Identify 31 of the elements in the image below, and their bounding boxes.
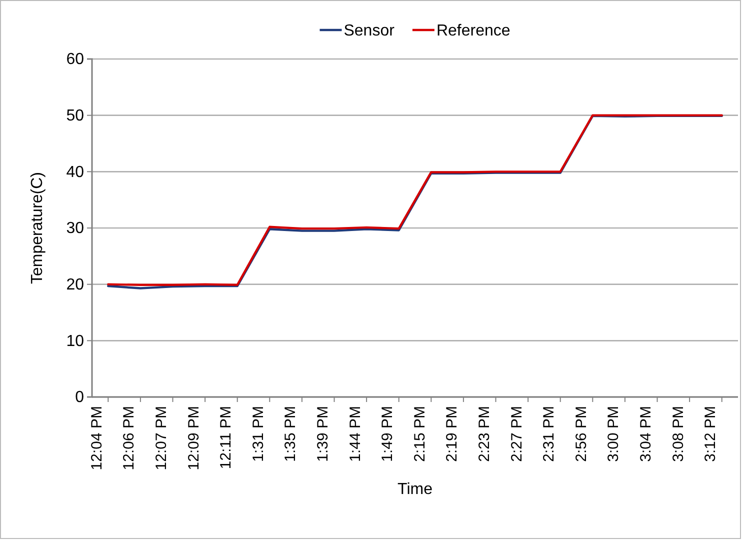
x-tick-label: 1:49 PM bbox=[379, 406, 396, 462]
y-axis-title: Temperature(C) bbox=[29, 172, 46, 284]
x-tick-label: 1:44 PM bbox=[346, 406, 364, 462]
x-tick-label: 12:11 PM bbox=[218, 406, 235, 470]
x-tick-label: 12:06 PM bbox=[120, 406, 138, 470]
y-tick-label: 60 bbox=[66, 51, 84, 68]
x-tick-label: 3:08 PM bbox=[670, 406, 687, 462]
x-tick-label: 1:31 PM bbox=[250, 406, 267, 462]
x-tick-label: 3:00 PM bbox=[605, 406, 622, 462]
x-tick-label: 2:31 PM bbox=[540, 406, 558, 462]
x-tick-label: 2:19 PM bbox=[444, 406, 461, 462]
x-tick-label: 12:04 PM bbox=[88, 406, 106, 470]
y-tick-label: 20 bbox=[66, 276, 84, 294]
x-tick-label: 12:07 PM bbox=[153, 406, 170, 470]
y-tick-label: 40 bbox=[66, 164, 84, 181]
x-tick-label: 3:04 PM bbox=[638, 406, 654, 462]
x-tick-label: 1:35 PM bbox=[282, 406, 300, 462]
y-tick-label: 10 bbox=[66, 332, 84, 350]
legend-label: Reference bbox=[436, 22, 510, 40]
x-tick-label: 2:27 PM bbox=[508, 406, 526, 462]
x-tick-label: 3:12 PM bbox=[702, 406, 720, 462]
x-axis-title: Time bbox=[398, 481, 433, 498]
x-tick-label: 12:09 PM bbox=[185, 406, 202, 470]
x-tick-label: 2:56 PM bbox=[572, 406, 590, 462]
y-tick-label: 50 bbox=[66, 107, 84, 124]
x-tick-label: 1:39 PM bbox=[314, 406, 332, 462]
y-tick-label: 0 bbox=[75, 389, 84, 406]
x-tick-label: 2:15 PM bbox=[411, 406, 428, 462]
y-tick-label: 30 bbox=[66, 220, 84, 238]
x-tick-label: 2:23 PM bbox=[476, 406, 493, 462]
legend-label: Sensor bbox=[344, 22, 396, 40]
